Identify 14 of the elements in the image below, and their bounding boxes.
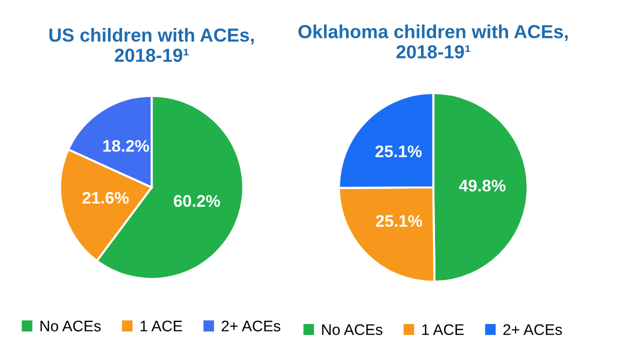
data-label: 49.8% — [459, 180, 506, 192]
data-label: 25.1% — [376, 215, 422, 227]
data-label: 21.6% — [82, 192, 129, 204]
data-label: 60.2% — [174, 195, 220, 207]
legend-label: No ACEs — [40, 320, 101, 332]
chart-title: Oklahoma children with ACEs, 2018-19¹ — [298, 24, 568, 58]
legend-label: No ACEs — [322, 324, 382, 336]
legend-label: 2+ ACEs — [222, 320, 280, 332]
legend-label: 1 ACE — [140, 320, 182, 332]
chart-title: US children with ACEs, 2018-19¹ — [49, 28, 254, 62]
legend-label: 2+ ACEs — [503, 324, 562, 336]
legend-label: 1 ACE — [422, 324, 464, 336]
data-label: 25.1% — [375, 145, 422, 158]
data-label: 18.2% — [103, 140, 150, 152]
